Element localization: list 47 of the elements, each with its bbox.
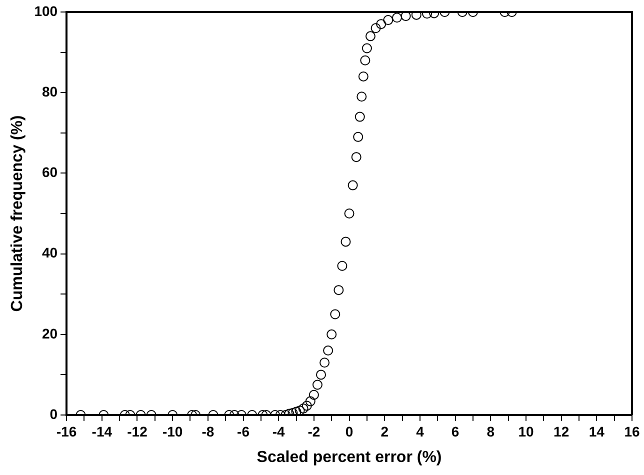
y-tick-label: 60 [42, 164, 58, 180]
y-tick-label: 80 [42, 83, 58, 100]
x-tick-label: -14 [92, 423, 112, 440]
x-tick-label: 4 [416, 423, 424, 440]
point [370, 23, 381, 34]
y-tick-label: 20 [42, 325, 58, 342]
y-tick-label: 0 [50, 406, 58, 422]
x-tick-label: -16 [56, 423, 77, 440]
point [334, 285, 344, 296]
x-tick-label: 2 [380, 423, 389, 440]
x-tick-label: -2 [308, 423, 320, 440]
x-tick-label: 12 [554, 423, 570, 440]
x-tick-label: -10 [162, 423, 183, 440]
x-tick-label: -12 [127, 423, 148, 440]
point [351, 152, 362, 162]
x-tick-label: -4 [272, 423, 286, 440]
point [348, 180, 358, 190]
point [358, 71, 368, 82]
point [344, 208, 354, 218]
x-tick-label: 8 [486, 423, 495, 440]
y-tick-label: 40 [42, 244, 58, 261]
x-tick-label: 10 [518, 423, 534, 440]
point [376, 19, 386, 30]
point [365, 31, 376, 42]
point [291, 406, 302, 415]
x-axis-title: Scaled percent error (%) [256, 448, 442, 466]
point [392, 12, 402, 23]
x-tick-label: -8 [202, 423, 214, 440]
y-tick-label: 100 [34, 2, 58, 19]
x-tick-label: 6 [451, 423, 460, 440]
y-axis-title: Cumulative frequency (%) [9, 115, 26, 312]
point [356, 92, 367, 102]
point [400, 12, 411, 22]
point [383, 15, 394, 26]
point [337, 260, 348, 271]
point [330, 309, 340, 320]
point [326, 329, 337, 340]
point [340, 236, 351, 247]
x-tick-label: 16 [624, 423, 640, 440]
x-tick-label: 0 [345, 423, 354, 440]
point [353, 132, 364, 142]
point [354, 112, 365, 122]
x-tick-label: 14 [588, 423, 605, 440]
x-tick-label: -6 [237, 423, 250, 440]
point [362, 43, 372, 54]
point [360, 55, 370, 66]
point [411, 12, 422, 20]
